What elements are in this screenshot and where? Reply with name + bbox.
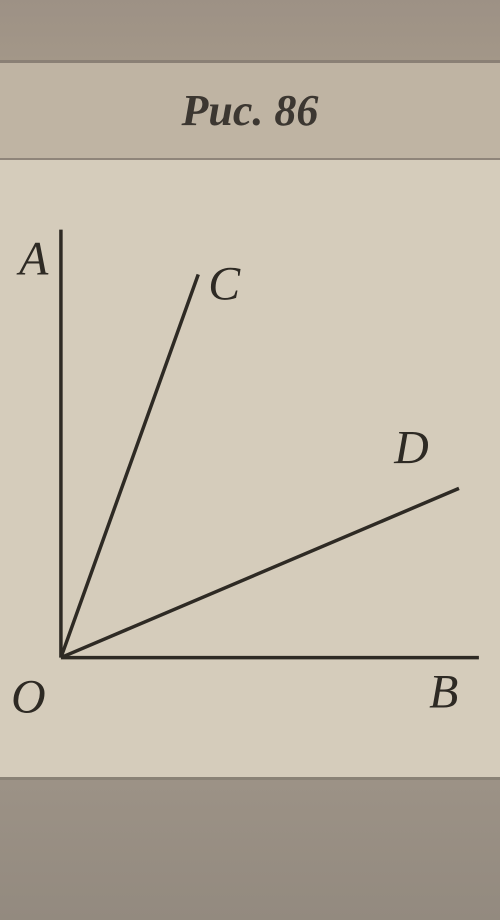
label-A: A [16,232,49,285]
figure-title: Рис. 86 [182,85,319,136]
bottom-page-margin [0,780,500,920]
geometry-diagram: A C D B O [0,160,500,777]
label-B: B [429,665,458,718]
label-C: C [208,257,241,310]
ray-OD [61,488,459,657]
figure-area: A C D B O [0,160,500,780]
top-page-margin [0,0,500,60]
label-D: D [393,422,428,475]
ray-OC [61,274,198,657]
figure-title-band: Рис. 86 [0,60,500,160]
label-O: O [11,670,45,723]
